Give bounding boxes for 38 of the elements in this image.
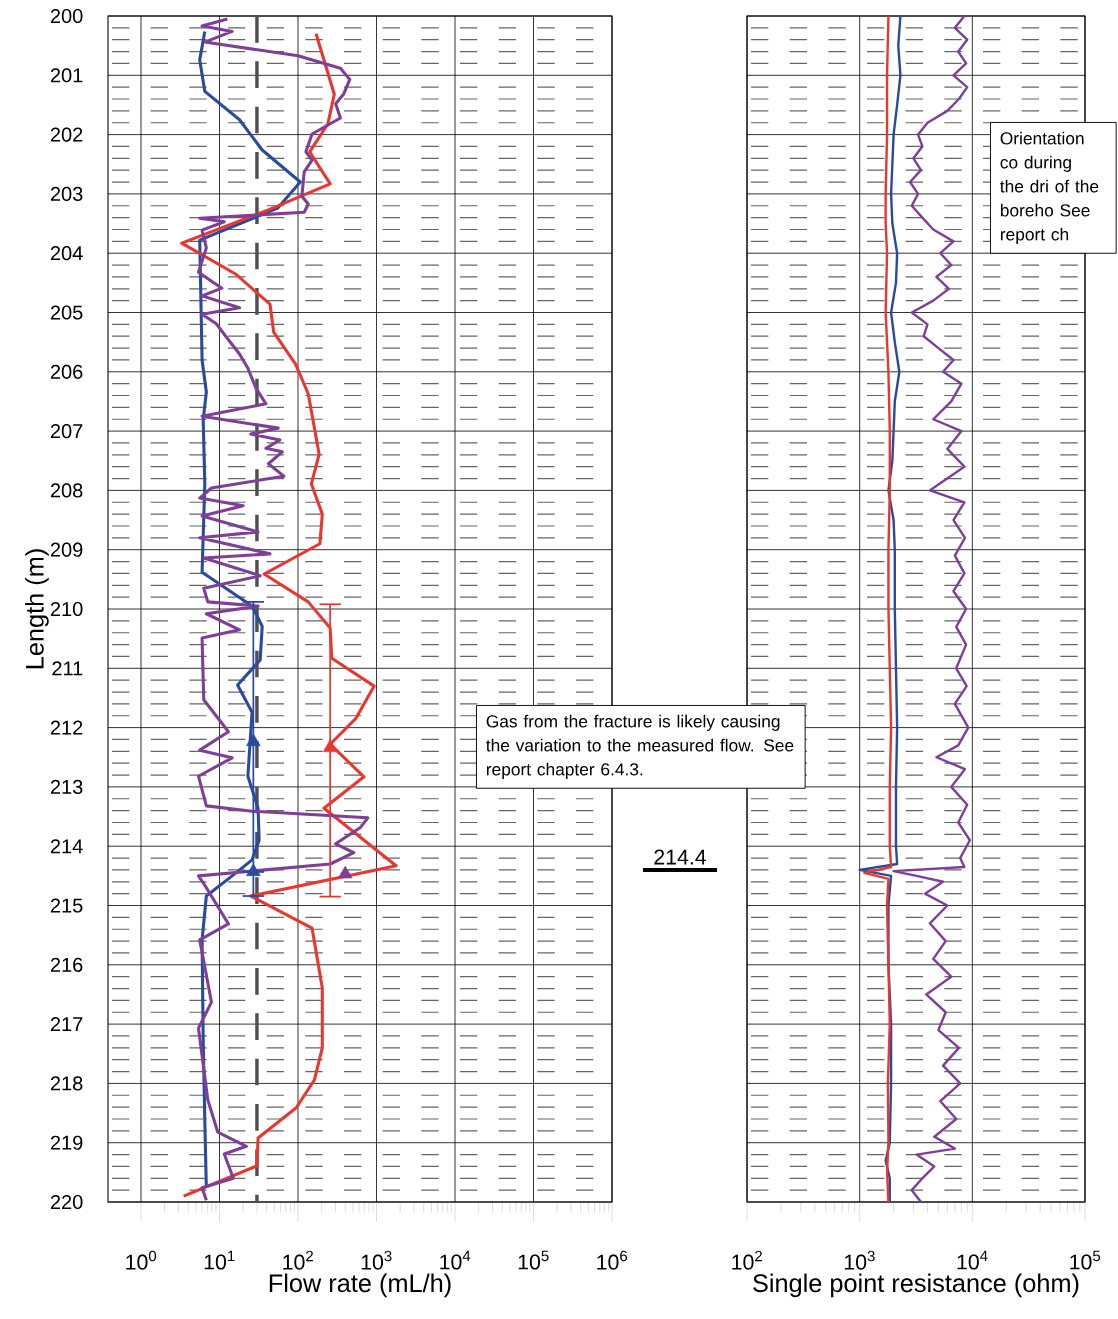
x-tick-label: 10$^{4}$ [440, 1250, 471, 1270]
y-tick-label: 213 [50, 779, 83, 794]
x-axis-title: Flow rate (mL/h) [269, 1273, 451, 1298]
y-tick-label: 215 [50, 898, 83, 913]
y-tick-label: 220 [50, 1194, 83, 1210]
y-axis-title: Length (m) [25, 549, 49, 669]
y-tick-label: 217 [50, 1017, 83, 1032]
y-tick-label: 201 [50, 68, 83, 83]
y-tick-label: 202 [50, 127, 83, 142]
x-axis-title: Single point resistance (ohm) [753, 1273, 1079, 1298]
y-tick-label: 205 [50, 305, 83, 320]
x-tick-label: 10$^{3}$ [361, 1250, 392, 1270]
x-tick-label: 10$^{2}$ [732, 1250, 762, 1270]
y-tick-label: 203 [50, 186, 83, 201]
x-tick-label: 10$^{5}$ [518, 1250, 549, 1270]
annotation: Orientation co during the dri of the boreho See report ch [1000, 131, 1099, 244]
y-tick-label: 216 [50, 957, 83, 972]
text: 214.4 [654, 849, 707, 865]
x-tick-label: 10$^{2}$ [283, 1250, 313, 1270]
y-tick-label: 219 [50, 1135, 83, 1150]
y-tick-label: 210 [50, 601, 83, 617]
y-tick-label: 200 [50, 8, 83, 24]
y-tick-label: 207 [50, 424, 83, 439]
x-tick-label: 10$^{6}$ [597, 1250, 628, 1270]
y-tick-label: 204 [50, 246, 83, 261]
x-tick-label: 10$^{4}$ [957, 1250, 988, 1270]
annotation: Gas from the fracture is likely causing the variation to the measured flow. See report chapter 6.4.3. [486, 714, 794, 779]
x-tick-label: 10$^{3}$ [844, 1250, 875, 1270]
y-tick-label: 209 [50, 542, 83, 557]
y-tick-label: 212 [50, 720, 83, 735]
x-tick-label: 10$^{5}$ [1070, 1250, 1101, 1270]
x-tick-label: 10$^{1}$ [204, 1250, 235, 1270]
y-tick-label: 206 [50, 364, 83, 379]
y-tick-label: 211 [52, 661, 83, 676]
y-tick-label: 218 [50, 1076, 83, 1091]
y-tick-label: 208 [50, 483, 83, 498]
y-tick-label: 214 [50, 839, 83, 854]
x-tick-label: 10$^{0}$ [126, 1250, 157, 1270]
